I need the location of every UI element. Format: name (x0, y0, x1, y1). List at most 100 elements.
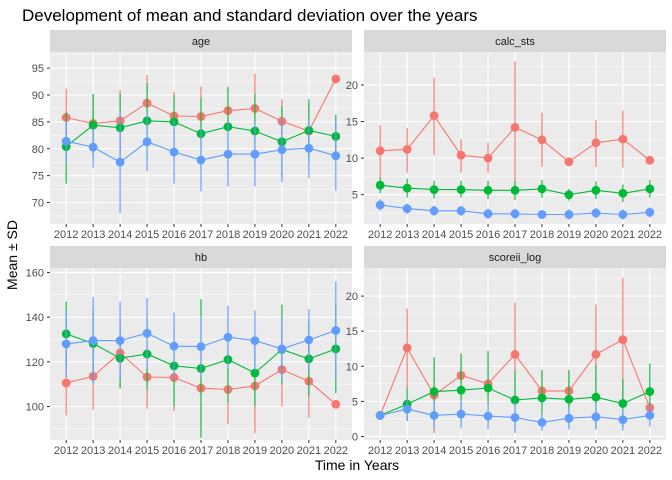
data-point (537, 393, 547, 403)
data-point (304, 143, 314, 153)
data-point (645, 184, 655, 194)
y-tick-label: 160 (26, 267, 44, 279)
data-point (645, 411, 655, 420)
y-tick-label: 0 (352, 431, 358, 443)
series-1 (375, 177, 655, 203)
data-point (510, 413, 520, 422)
x-tick-label: 2019 (243, 229, 267, 241)
data-point (564, 190, 574, 200)
data-point (375, 180, 385, 190)
x-tick-label: 2017 (189, 229, 213, 241)
data-point (277, 145, 287, 155)
x-tick-label: 2013 (395, 445, 419, 457)
data-point (591, 185, 601, 195)
y-axis-title: Mean ± SD (4, 220, 20, 290)
y-tick-label: 95 (32, 63, 44, 75)
data-point (277, 344, 287, 354)
data-point (402, 343, 412, 353)
data-point (645, 387, 655, 396)
data-point (591, 208, 601, 218)
x-tick-label: 2021 (611, 229, 635, 241)
data-point (483, 209, 493, 219)
data-point (196, 342, 206, 352)
x-tick-label: 2021 (611, 445, 635, 457)
y-tick-label: 80 (32, 144, 44, 156)
data-point (402, 144, 412, 154)
data-point (618, 399, 628, 408)
series-2 (375, 398, 655, 433)
data-point (510, 349, 520, 359)
x-tick-label: 2022 (638, 229, 662, 241)
x-tick-label: 2020 (270, 229, 294, 241)
data-point (456, 409, 466, 419)
y-tick-label: 10 (346, 153, 358, 165)
data-point (429, 411, 439, 420)
data-point (429, 206, 439, 216)
data-point (510, 122, 520, 132)
data-point (510, 395, 520, 405)
x-tick-label: 2012 (54, 445, 78, 457)
x-tick-label: 2018 (216, 445, 240, 457)
data-point (88, 336, 98, 345)
x-tick-label: 2017 (189, 445, 213, 457)
strip-label: scoreii_log (489, 252, 542, 264)
x-tick-label: 2022 (638, 445, 662, 457)
y-tick-label: 70 (32, 198, 44, 210)
x-tick-label: 2014 (422, 445, 446, 457)
data-point (618, 210, 628, 219)
x-tick-label: 2014 (422, 229, 446, 241)
data-point (618, 134, 628, 144)
data-point (169, 147, 179, 157)
data-point (223, 149, 233, 159)
strip-label: age (192, 36, 210, 48)
x-tick-label: 2013 (395, 229, 419, 241)
y-tick-label: 15 (346, 326, 358, 338)
x-tick-label: 2017 (503, 229, 527, 241)
strip-background (50, 30, 352, 52)
x-tick-label: 2018 (530, 229, 554, 241)
data-point (564, 210, 574, 219)
data-point (591, 412, 601, 422)
y-tick-label: 20 (346, 80, 358, 92)
data-point (537, 418, 547, 427)
x-tick-label: 2016 (162, 229, 186, 241)
data-point (402, 404, 412, 414)
x-tick-label: 2012 (368, 229, 392, 241)
data-point (591, 392, 601, 402)
data-point (429, 387, 439, 396)
data-point (591, 349, 601, 359)
data-point (61, 136, 71, 146)
x-tick-label: 2019 (557, 445, 581, 457)
data-point (564, 413, 574, 423)
data-point (537, 135, 547, 145)
data-point (402, 204, 412, 214)
data-point (402, 183, 412, 193)
y-tick-label: 90 (32, 90, 44, 102)
y-tick-label: 5 (352, 396, 358, 408)
x-tick-label: 2015 (135, 445, 159, 457)
data-point (429, 111, 439, 121)
data-point (115, 336, 125, 345)
data-point (223, 332, 233, 342)
data-point (196, 155, 206, 165)
data-point (88, 120, 98, 130)
data-point (250, 149, 260, 159)
data-point (618, 188, 628, 198)
data-point (375, 200, 385, 210)
data-point (645, 155, 655, 165)
x-tick-label: 2013 (81, 229, 105, 241)
x-tick-label: 2018 (216, 229, 240, 241)
data-point (331, 74, 341, 84)
data-point (618, 335, 628, 345)
x-tick-label: 2021 (297, 229, 321, 241)
data-point (115, 157, 125, 167)
y-tick-label: 75 (32, 171, 44, 183)
strip-label: hb (195, 252, 207, 264)
data-point (142, 328, 152, 338)
data-point (483, 411, 493, 421)
series-2 (61, 111, 341, 214)
